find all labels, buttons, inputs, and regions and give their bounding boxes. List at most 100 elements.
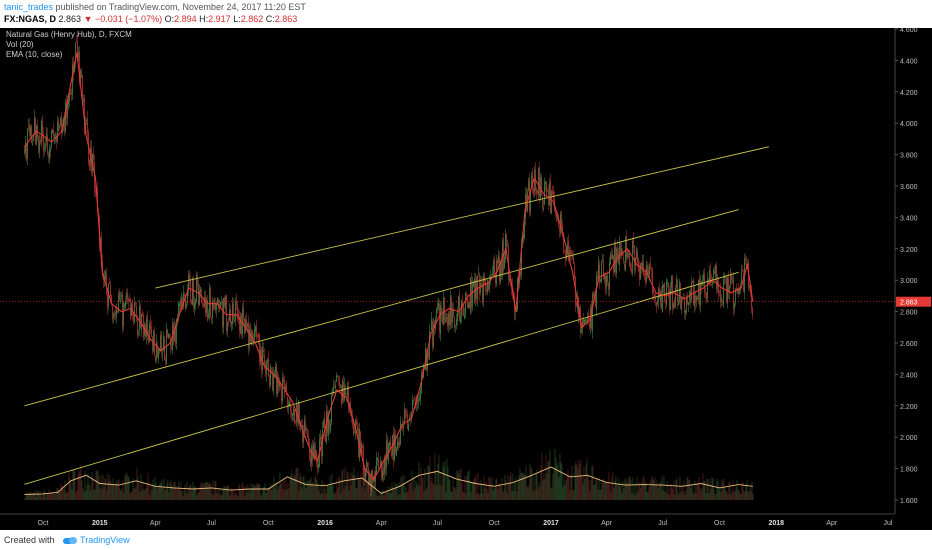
candle-body <box>53 129 54 136</box>
candle-body <box>164 338 165 360</box>
candle-body <box>279 382 280 387</box>
volume-bar <box>448 478 450 500</box>
candle-body <box>138 331 139 333</box>
candle-body <box>383 468 384 476</box>
candle-body <box>504 256 505 268</box>
volume-bar <box>326 486 328 500</box>
candle-body <box>664 283 665 300</box>
symbol-name[interactable]: FX:NGAS, D <box>4 14 57 24</box>
candle-body <box>521 243 522 275</box>
candle-body <box>384 457 385 474</box>
volume-bar <box>471 482 473 500</box>
legend-ema[interactable]: EMA (10, close) <box>6 50 63 59</box>
volume-bar <box>583 467 585 500</box>
candle-body <box>398 442 399 447</box>
candle-body <box>476 277 477 298</box>
candle-body <box>556 215 557 217</box>
volume-bar <box>44 491 46 500</box>
volume-bar <box>298 490 300 500</box>
candle-body <box>291 410 292 415</box>
candle-body <box>666 281 667 305</box>
last-price-tag <box>896 296 931 307</box>
candle-body <box>630 263 631 270</box>
volume-bar <box>573 489 575 500</box>
volume-bar <box>651 476 653 500</box>
candle-body <box>304 419 305 433</box>
candle-body <box>542 197 543 207</box>
candle-body <box>634 245 635 270</box>
candle-body <box>444 297 445 321</box>
volume-bar <box>652 478 654 500</box>
candle-body <box>665 300 666 303</box>
candle-body <box>479 274 480 295</box>
candle-body <box>111 294 112 305</box>
candle-body <box>352 417 353 425</box>
volume-bar <box>683 480 685 500</box>
volume-bar <box>222 489 224 500</box>
volume-bar <box>608 471 610 500</box>
volume-bar <box>597 489 599 500</box>
volume-bar <box>698 477 700 500</box>
candle-body <box>606 276 607 288</box>
volume-bar <box>409 483 411 500</box>
candle-body <box>134 303 135 323</box>
volume-bar <box>280 483 282 500</box>
candle-body <box>448 313 449 326</box>
candle-body <box>724 276 725 279</box>
author-link[interactable]: tanic_trades <box>4 2 54 12</box>
volume-bar <box>593 485 595 500</box>
candle-body <box>242 309 243 334</box>
tradingview-link[interactable]: TradingView <box>80 535 130 545</box>
candle-body <box>495 275 496 284</box>
volume-bar <box>678 494 680 500</box>
volume-bar <box>114 485 116 500</box>
candle-body <box>140 306 141 328</box>
volume-bar <box>507 474 509 500</box>
candle-body <box>457 310 458 321</box>
volume-bar <box>711 477 713 500</box>
price-chart[interactable]: 4.600 4.400 4.200 4.000 3.800 3.600 3.400 3.200… <box>0 28 932 530</box>
candle-body <box>45 144 46 150</box>
candle-body <box>487 279 488 292</box>
candle-body <box>333 386 334 394</box>
volume-bar <box>513 491 515 500</box>
volume-bar <box>612 472 614 500</box>
candle-body <box>341 386 342 405</box>
volume-bar <box>265 493 267 500</box>
chart-area[interactable]: 4.600 4.400 4.200 4.000 3.800 3.600 3.400 3.200… <box>0 28 932 530</box>
volume-bar <box>740 494 742 500</box>
candle-body <box>162 352 163 354</box>
volume-bar <box>126 472 128 500</box>
volume-bar <box>559 453 561 500</box>
volume-bar <box>221 494 223 500</box>
candle-body <box>489 277 490 289</box>
candle-body <box>629 254 630 266</box>
volume-bar <box>628 476 630 500</box>
volume-bar <box>244 495 246 500</box>
volume-bar <box>142 481 144 500</box>
volume-bar <box>360 473 362 500</box>
volume-bar <box>605 482 607 500</box>
candle-body <box>224 298 225 307</box>
volume-bar <box>327 484 329 500</box>
candle-body <box>336 376 337 383</box>
legend-volume[interactable]: Vol (20) <box>6 40 34 49</box>
volume-bar <box>569 490 571 500</box>
candle-body <box>236 301 237 305</box>
candle-body <box>136 306 137 317</box>
candle-body <box>500 260 501 283</box>
volume-bar <box>128 477 130 500</box>
close-label: C: <box>265 14 275 24</box>
volume-bar <box>508 484 510 500</box>
volume-bar <box>750 491 752 500</box>
candle-body <box>565 251 566 259</box>
candle-body <box>176 319 177 344</box>
volume-bar <box>31 495 33 500</box>
volume-bar <box>707 478 709 500</box>
volume-bar <box>188 486 190 500</box>
candle-body <box>327 411 328 433</box>
volume-bar <box>449 480 451 500</box>
volume-bar <box>387 486 389 500</box>
volume-bar <box>253 484 255 500</box>
candle-body <box>27 128 28 159</box>
